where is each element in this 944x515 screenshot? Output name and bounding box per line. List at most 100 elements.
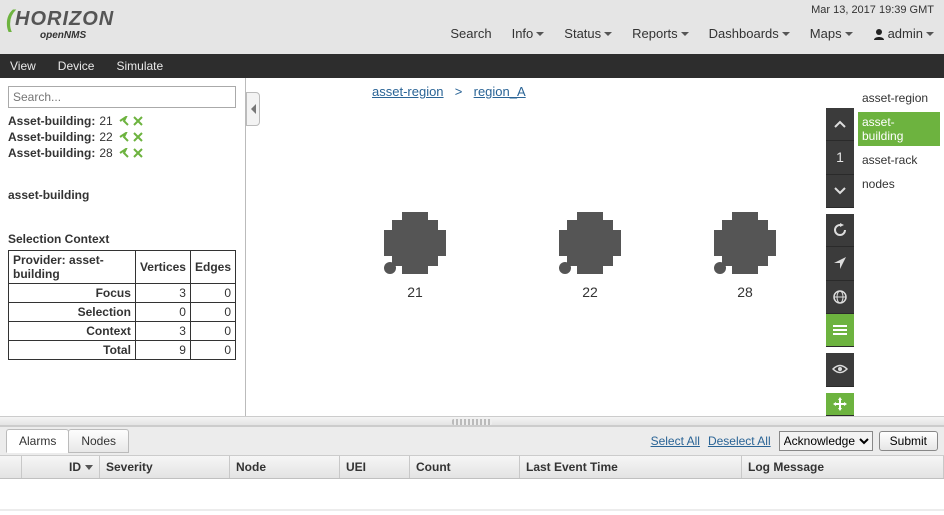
- caret-down-icon: [681, 32, 689, 36]
- tab-alarms[interactable]: Alarms: [6, 429, 69, 453]
- focus-item-value: 28: [99, 146, 112, 160]
- timestamp: Mar 13, 2017 19:39 GMT: [450, 4, 934, 16]
- bottom-panel: Alarms Nodes Select All Deselect All Ack…: [0, 426, 944, 511]
- context-title: Selection Context: [8, 232, 237, 246]
- collapse-handle[interactable]: [246, 92, 260, 126]
- remove-icon[interactable]: [133, 148, 143, 158]
- node-label: 21: [372, 284, 458, 300]
- ctx-col-provider: Provider: asset-building: [9, 251, 136, 284]
- layer-panel: asset-region asset-building asset-rack n…: [854, 78, 944, 416]
- pin-icon[interactable]: [119, 116, 129, 126]
- tab-nodes[interactable]: Nodes: [68, 429, 129, 453]
- focus-item-value: 21: [99, 114, 112, 128]
- building-icon: [710, 208, 780, 278]
- nav-reports[interactable]: Reports: [632, 26, 689, 41]
- focus-items-list: Asset-building: 21 Asset-building: 22 As…: [8, 114, 237, 160]
- node-label: 22: [547, 284, 633, 300]
- focus-item-label: Asset-building:: [8, 114, 95, 128]
- pin-icon[interactable]: [119, 148, 129, 158]
- focus-item-label: Asset-building:: [8, 146, 95, 160]
- collapse-column: [246, 78, 262, 416]
- submenu-device[interactable]: Device: [58, 59, 95, 73]
- submit-button[interactable]: Submit: [879, 431, 938, 451]
- ctx-col-vertices: Vertices: [135, 251, 190, 284]
- layer-item-asset-region[interactable]: asset-region: [858, 88, 940, 108]
- zoom-out-button[interactable]: [826, 175, 854, 208]
- remove-icon[interactable]: [133, 116, 143, 126]
- topology-canvas[interactable]: asset-region > region_A 21: [262, 78, 826, 416]
- refresh-button[interactable]: [826, 214, 854, 247]
- tabs-row: Alarms Nodes Select All Deselect All Ack…: [0, 427, 944, 455]
- eye-button[interactable]: [826, 353, 854, 386]
- topology-node[interactable]: 21: [372, 208, 458, 300]
- chevron-left-icon: [251, 104, 256, 114]
- zoom-level: 1: [826, 141, 854, 174]
- col-last-event[interactable]: Last Event Time: [520, 456, 742, 478]
- pin-icon[interactable]: [119, 132, 129, 142]
- main-nav: Search Info Status Reports Dashboards Ma…: [450, 26, 934, 41]
- nav-search[interactable]: Search: [450, 26, 491, 41]
- breadcrumb-link[interactable]: asset-region: [372, 84, 444, 99]
- action-select[interactable]: Acknowledge: [779, 431, 873, 451]
- topology-node[interactable]: 22: [547, 208, 633, 300]
- caret-down-icon: [604, 32, 612, 36]
- select-all-link[interactable]: Select All: [651, 434, 700, 448]
- layer-item-asset-rack[interactable]: asset-rack: [858, 150, 940, 170]
- node-label: 28: [702, 284, 788, 300]
- caret-down-icon: [536, 32, 544, 36]
- focus-item[interactable]: Asset-building: 28: [8, 146, 237, 160]
- tool-strip: 1: [826, 78, 854, 416]
- col-uei[interactable]: UEI: [340, 456, 410, 478]
- focus-item[interactable]: Asset-building: 22: [8, 130, 237, 144]
- locate-button[interactable]: [826, 247, 854, 280]
- move-button[interactable]: [826, 393, 854, 417]
- grid-body: [0, 479, 944, 509]
- submenu-view[interactable]: View: [10, 59, 36, 73]
- submenu-simulate[interactable]: Simulate: [116, 59, 163, 73]
- horizontal-splitter[interactable]: [0, 416, 944, 426]
- caret-down-icon: [845, 32, 853, 36]
- layer-item-nodes[interactable]: nodes: [858, 174, 940, 194]
- col-log-message[interactable]: Log Message: [742, 456, 944, 478]
- breadcrumb: asset-region > region_A: [372, 84, 526, 99]
- context-table: Provider: asset-building Vertices Edges …: [8, 250, 236, 360]
- focus-item-value: 22: [99, 130, 112, 144]
- building-icon: [555, 208, 625, 278]
- col-checkbox[interactable]: [0, 456, 22, 478]
- section-label: asset-building: [8, 188, 237, 202]
- building-icon: [380, 208, 450, 278]
- left-panel: Asset-building: 21 Asset-building: 22 As…: [0, 78, 246, 416]
- search-input[interactable]: [8, 86, 236, 108]
- zoom-in-button[interactable]: [826, 108, 854, 141]
- layers-button[interactable]: [826, 314, 854, 347]
- nav-info[interactable]: Info: [512, 26, 545, 41]
- caret-down-icon: [782, 32, 790, 36]
- logo: (HORIZON openNMS: [6, 6, 114, 41]
- col-id[interactable]: ID: [22, 456, 100, 478]
- layer-item-asset-building[interactable]: asset-building: [858, 112, 940, 146]
- breadcrumb-link[interactable]: region_A: [474, 84, 526, 99]
- user-icon: [873, 28, 885, 40]
- globe-button[interactable]: [826, 281, 854, 314]
- nav-dashboards[interactable]: Dashboards: [709, 26, 790, 41]
- top-bar: (HORIZON openNMS Mar 13, 2017 19:39 GMT …: [0, 0, 944, 54]
- content-area: Asset-building: 21 Asset-building: 22 As…: [0, 78, 944, 416]
- deselect-all-link[interactable]: Deselect All: [708, 434, 771, 448]
- grip-icon: [452, 419, 492, 425]
- col-severity[interactable]: Severity: [100, 456, 230, 478]
- focus-item[interactable]: Asset-building: 21: [8, 114, 237, 128]
- caret-down-icon: [926, 32, 934, 36]
- remove-icon[interactable]: [133, 132, 143, 142]
- nav-maps[interactable]: Maps: [810, 26, 853, 41]
- focus-item-label: Asset-building:: [8, 130, 95, 144]
- col-node[interactable]: Node: [230, 456, 340, 478]
- col-count[interactable]: Count: [410, 456, 520, 478]
- topology-node[interactable]: 28: [702, 208, 788, 300]
- nav-user[interactable]: admin: [873, 26, 934, 41]
- submenu-bar: View Device Simulate: [0, 54, 944, 78]
- breadcrumb-sep: >: [451, 84, 466, 99]
- grid-header: ID Severity Node UEI Count Last Event Ti…: [0, 455, 944, 479]
- sort-desc-icon: [85, 465, 93, 470]
- ctx-col-edges: Edges: [190, 251, 235, 284]
- nav-status[interactable]: Status: [564, 26, 612, 41]
